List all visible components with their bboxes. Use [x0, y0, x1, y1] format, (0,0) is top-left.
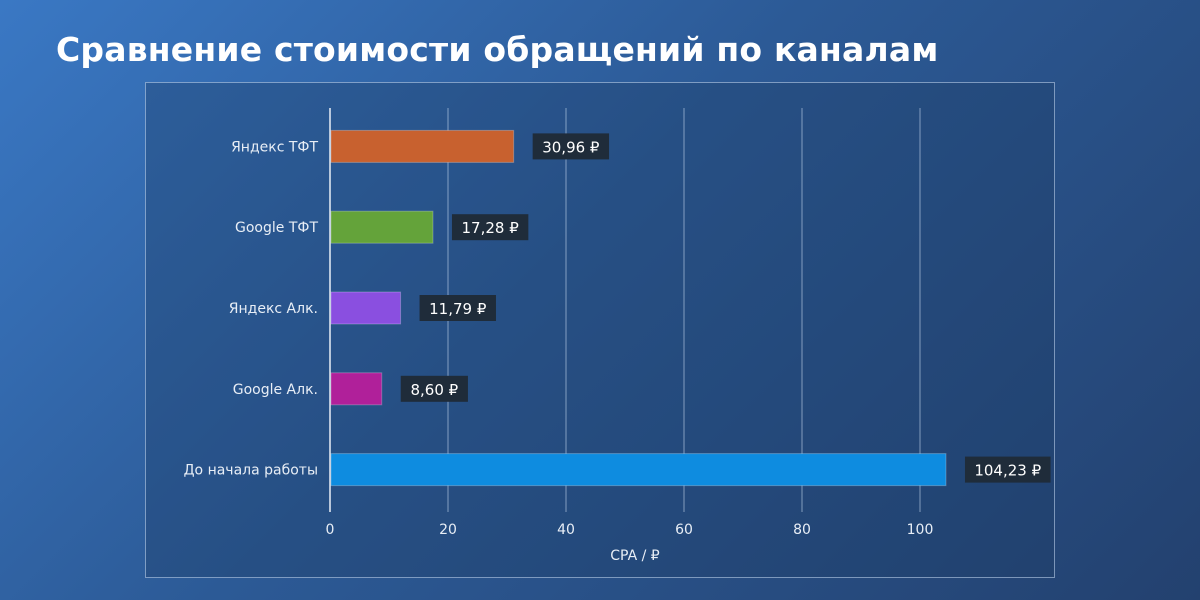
- bar-1: [330, 210, 434, 244]
- bar-3: [330, 372, 383, 406]
- value-label-0: 30,96 ₽: [542, 138, 600, 156]
- x-tick-label-100: 100: [907, 522, 934, 538]
- category-label-3: Google Алк.: [233, 382, 318, 398]
- bar-4: [330, 453, 947, 487]
- value-badge-4: [964, 456, 1051, 483]
- x-tick-label-80: 80: [793, 522, 811, 538]
- category-label-1: Google ТФТ: [235, 220, 318, 236]
- x-axis-label: CPA / ₽: [610, 548, 660, 564]
- bar-2: [330, 291, 402, 325]
- chart-title: Сравнение стоимости обращений по каналам: [56, 30, 939, 69]
- value-badge-2: [419, 295, 496, 321]
- x-tick-label-20: 20: [439, 522, 457, 538]
- category-label-2: Яндекс Алк.: [229, 301, 318, 317]
- x-tick-label-60: 60: [675, 522, 693, 538]
- category-label-4: До начала работы: [184, 463, 318, 479]
- bar-0: [330, 129, 515, 163]
- labels: 0 20 40 60 80 100 Яндекс ТФТ 30,96 ₽ Google ТФТ 1…: [184, 133, 1051, 538]
- value-badge-0: [532, 133, 610, 160]
- x-tick-label-40: 40: [557, 522, 575, 538]
- value-label-1: 17,28 ₽: [462, 219, 520, 237]
- value-label-2: 11,79 ₽: [429, 300, 487, 318]
- x-tick-label-0: 0: [326, 522, 335, 538]
- value-label-4: 104,23 ₽: [974, 462, 1041, 480]
- value-badge-1: [451, 214, 529, 241]
- category-label-0: Яндекс ТФТ: [231, 139, 318, 155]
- chart-panel: [145, 82, 1055, 578]
- value-label-3: 8,60 ₽: [410, 381, 458, 399]
- bars: [330, 129, 947, 487]
- value-badge-3: [400, 375, 468, 402]
- grid-lines: [329, 108, 921, 512]
